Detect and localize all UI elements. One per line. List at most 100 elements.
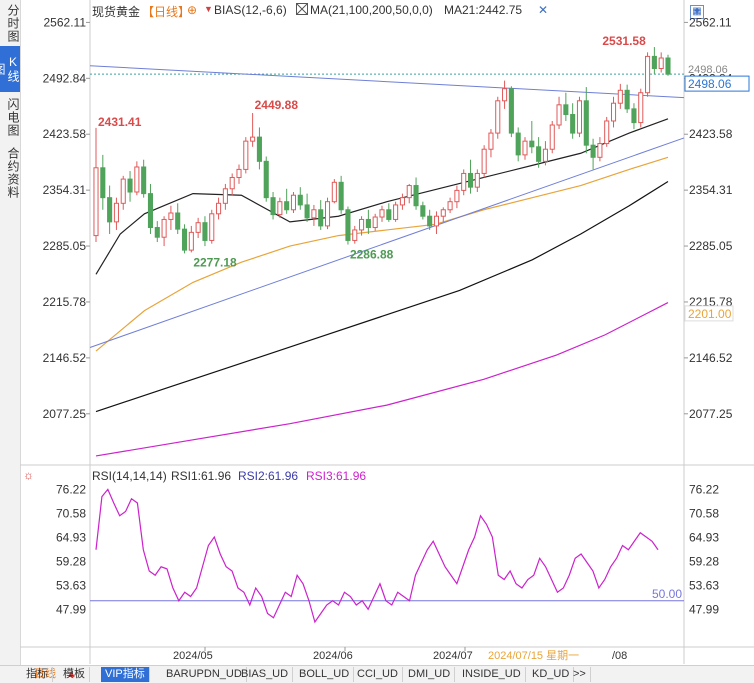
candle-body [222, 188, 228, 204]
target-icon[interactable]: ⊕ [187, 3, 198, 17]
bottom-tab-templates[interactable]: 模板 [59, 667, 90, 682]
candle [284, 188, 290, 214]
candle [277, 197, 283, 218]
candle [576, 96, 583, 138]
price-tick-label-left: 2077.25 [43, 407, 87, 421]
candle [379, 205, 385, 222]
candle [542, 141, 548, 166]
candle [665, 54, 671, 76]
date-label: 2024/05 [173, 650, 213, 662]
tab-contract-info[interactable]: 合约资料 [6, 147, 20, 199]
candle [563, 92, 569, 121]
candle-body [154, 227, 160, 238]
candle [352, 225, 358, 244]
candle [536, 137, 542, 168]
close-icon[interactable]: × [690, 5, 704, 19]
candle-body [216, 202, 222, 215]
candle-body [372, 216, 378, 229]
bottom-tab-dmi[interactable]: DMI_UD [404, 667, 456, 682]
tab-kline[interactable]: K线图 [0, 46, 20, 92]
symbol-name: 现货黄金 [92, 5, 141, 19]
candle-body [536, 146, 542, 162]
date-label: 2024/07/15 星期一 [488, 649, 579, 662]
candle [304, 193, 310, 222]
tab-timeshare[interactable]: 分时图 [6, 3, 20, 43]
rsi-tick-label-left: 76.22 [56, 482, 86, 496]
candle-body [570, 114, 576, 134]
candle [474, 169, 480, 193]
bottom-tab-vip[interactable]: VIP指标 [101, 667, 150, 682]
bottom-tab-barupdn[interactable]: BARUPDN_UD [162, 667, 247, 682]
candle [624, 84, 630, 113]
candle-body [243, 140, 249, 170]
bottom-tab-cci[interactable]: CCI_UD [353, 667, 403, 682]
period-arrow-icon[interactable]: ▲ [66, 668, 77, 680]
candle-body [120, 178, 126, 204]
close-small-icon[interactable]: ✕ [538, 3, 549, 17]
candle [359, 216, 365, 236]
candle [263, 156, 269, 202]
price-tick-label-left: 2146.52 [43, 351, 87, 365]
rsi-tick-label-left: 47.99 [56, 602, 86, 616]
rsi-tick-label-right: 59.28 [689, 554, 719, 568]
candle-body [195, 222, 201, 233]
candle-body [399, 197, 405, 206]
rsi-label: RSI(14,14,14) [92, 469, 167, 483]
candle-body [481, 148, 487, 174]
candle [311, 204, 317, 226]
candle-body [93, 167, 99, 237]
candle-body [583, 100, 589, 146]
bottom-tab-boll[interactable]: BOLL_UD [295, 667, 355, 682]
line-price-label: 2201.00 [688, 307, 732, 321]
bottom-tab-bias[interactable]: BIAS_UD [237, 667, 294, 682]
candle [318, 200, 324, 230]
candle [175, 203, 181, 234]
bottom-tab-more[interactable]: >> [569, 667, 591, 682]
tab-lightning[interactable]: 闪电图 [6, 97, 20, 137]
ma-settings-icon[interactable] [296, 3, 308, 18]
rsi-tick-label-right: 47.99 [689, 602, 719, 616]
candle-body [256, 136, 262, 162]
bottom-tab-kd[interactable]: KD_UD [528, 667, 575, 682]
candle-body [597, 143, 603, 158]
period-selector[interactable]: 日线 [34, 668, 56, 680]
price-annotation: 2277.18 [193, 255, 237, 269]
ma-line-ma100 [95, 181, 669, 413]
candle-body [250, 136, 256, 142]
candle [508, 86, 514, 138]
rsi-tick-label-right: 53.63 [689, 578, 719, 592]
candle [651, 47, 657, 75]
period-label[interactable]: 【日线】 [142, 5, 191, 19]
bottom-tab-inside[interactable]: INSIDE_UD [458, 667, 526, 682]
bottom-tab-indicators[interactable]: 指标 [22, 667, 53, 682]
chart-toolbar: 现货黄金 【日线】 ⊕ ▼ BIAS(12,-6,6) MA(21,100,20… [20, 0, 754, 20]
price-tick-label-right: 2285.05 [689, 239, 733, 253]
rsi3-value: RSI3:61.96 [306, 469, 366, 483]
candle [556, 96, 562, 130]
price-tick-label-right: 2423.58 [689, 127, 733, 141]
candle-body [522, 140, 528, 156]
candle-body [181, 228, 188, 251]
candle-body [290, 194, 297, 211]
rsi-settings-icon: ☼ [23, 468, 34, 482]
bottom-bar: 日线 ▲ 指标 模板 VIP指标 BARUPDN_UD BIAS_UD BOLL… [0, 665, 754, 683]
candle [549, 120, 555, 154]
candle-body [638, 92, 644, 124]
candle [617, 83, 623, 109]
candle-body [590, 144, 596, 158]
candle [100, 154, 106, 210]
candle [522, 137, 528, 160]
date-label: 2024/07 [433, 650, 473, 662]
line-price-box [684, 305, 734, 322]
price-tick-label-left: 2285.05 [43, 239, 87, 253]
price-tick-label-left: 2423.58 [43, 127, 87, 141]
candle [590, 138, 596, 170]
candle [481, 145, 487, 178]
candle [120, 175, 126, 210]
candle-body [134, 166, 140, 193]
candle-body [461, 172, 467, 191]
candle-body [488, 132, 494, 150]
candle [141, 159, 147, 198]
candle-body [188, 231, 194, 251]
